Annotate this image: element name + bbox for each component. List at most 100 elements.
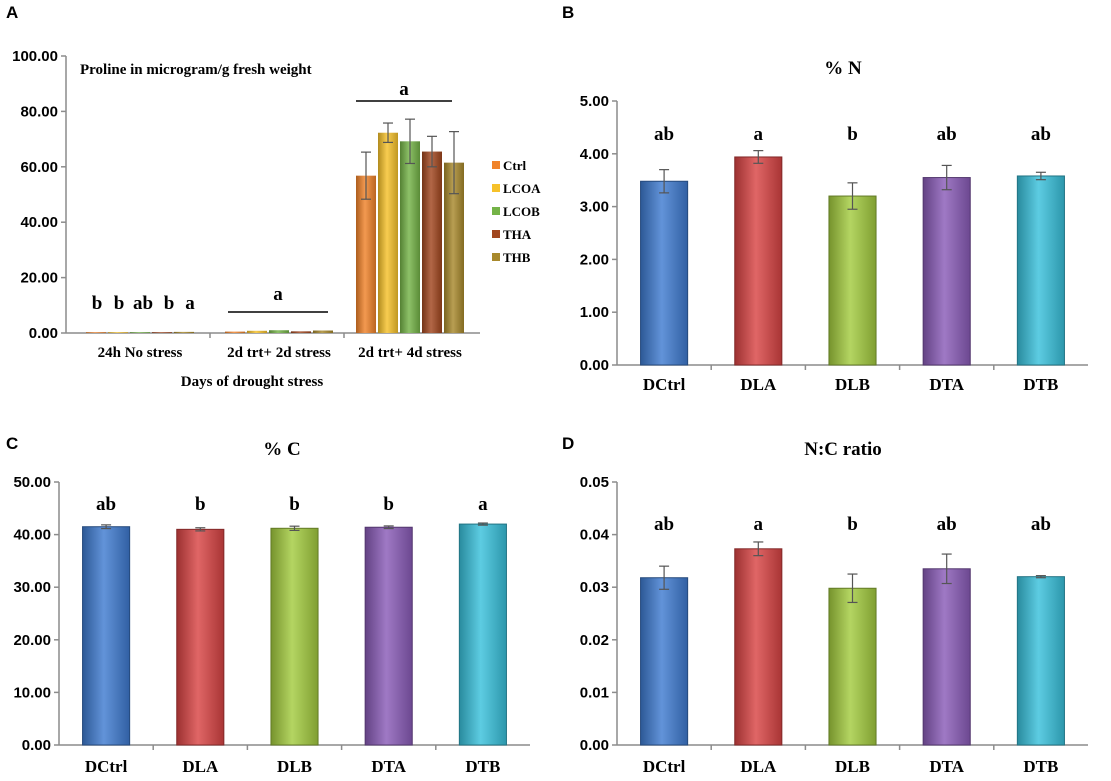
panel-b-significance-letter: ab bbox=[654, 124, 674, 145]
panel-b-bar-dla bbox=[734, 156, 783, 366]
panel-a-legend-label: LCOA bbox=[503, 181, 541, 196]
panel-d-x-label: DTB bbox=[1023, 757, 1058, 776]
panel-a-bar-lcoa-group-1 bbox=[108, 332, 128, 333]
panel-a-bar-ctrl-group-2 bbox=[225, 331, 245, 333]
panel-c-error-bar-dta bbox=[383, 525, 394, 530]
panel-d-significance-letter: a bbox=[754, 514, 764, 535]
panel-a-legend-swatch-lcob bbox=[492, 207, 500, 215]
panel-d-bar-dtb bbox=[1016, 576, 1065, 746]
panel-a-y-tick-label: 60.00 bbox=[20, 159, 58, 176]
panel-d-y-tick-label: 0.05 bbox=[580, 474, 609, 491]
panel-d-significance-letter: ab bbox=[1031, 514, 1051, 535]
panel-a-error-bar-thb bbox=[449, 131, 459, 195]
panel-a-group3-letter: a bbox=[399, 79, 409, 100]
panel-c-bar-dtb bbox=[458, 523, 507, 746]
panel-a-y-tick-label: 40.00 bbox=[20, 214, 58, 231]
panel-c-title: % C bbox=[263, 439, 300, 460]
panel-a-group2-letter: a bbox=[273, 284, 283, 305]
panel-a-bar-lcob-group-3 bbox=[400, 141, 420, 333]
panel-b-x-label: DCtrl bbox=[643, 375, 686, 394]
panel-d-bar-dta bbox=[922, 568, 971, 746]
panel-b-significance-letter: ab bbox=[1031, 124, 1051, 145]
panel-c-error-bar-dctrl bbox=[101, 524, 112, 530]
panel-a-proline-chart: Proline in microgram/g fresh weight Days… bbox=[12, 48, 541, 390]
panel-d-bar-dlb bbox=[828, 587, 877, 746]
panel-c-x-label: DTA bbox=[371, 757, 406, 776]
panel-a-bar-tha-group-2 bbox=[291, 331, 311, 333]
panel-c-x-label: DTB bbox=[465, 757, 500, 776]
panel-c-y-tick-label: 30.00 bbox=[13, 579, 51, 596]
panel-c-significance-letter: b bbox=[195, 494, 206, 515]
panel-b-y-tick-label: 0.00 bbox=[580, 357, 609, 374]
panel-d-error-bar-dta bbox=[941, 553, 952, 585]
panel-a-bar-thb-group-2 bbox=[313, 330, 333, 333]
panel-c-y-tick-label: 10.00 bbox=[13, 684, 51, 701]
panel-a-significance-letter: b bbox=[164, 293, 175, 314]
panel-c-bar-dta bbox=[364, 526, 413, 746]
panel-c-y-tick-label: 20.00 bbox=[13, 632, 51, 649]
panel-a-y-tick-label: 20.00 bbox=[20, 270, 58, 287]
panel-b-error-bar-dtb bbox=[1035, 171, 1046, 181]
panel-d-y-tick-label: 0.04 bbox=[580, 527, 610, 544]
panel-b-y-tick-label: 4.00 bbox=[580, 146, 609, 163]
panel-b-error-bar-dta bbox=[941, 164, 952, 191]
panel-b-y-tick-label: 2.00 bbox=[580, 251, 609, 268]
panel-a-error-bar-ctrl bbox=[361, 151, 371, 200]
panel-a-y-tick-label: 80.00 bbox=[20, 103, 58, 120]
panel-a-legend-label: LCOB bbox=[503, 204, 540, 219]
panel-c-carbon-chart: % C 0.0010.0020.0030.0040.0050.00DCtrlab… bbox=[13, 439, 530, 776]
panel-a-x-label: 24h No stress bbox=[98, 345, 183, 361]
panel-b-significance-letter: a bbox=[754, 124, 764, 145]
panel-a-bar-thb-group-3 bbox=[444, 162, 464, 333]
panel-d-y-tick-label: 0.00 bbox=[580, 737, 609, 754]
panel-a-title: Proline in microgram/g fresh weight bbox=[80, 62, 312, 78]
panel-b-error-bar-dla bbox=[753, 150, 764, 164]
panel-a-legend-label: THB bbox=[503, 250, 531, 265]
panel-d-error-bar-dctrl bbox=[659, 565, 670, 590]
panel-d-y-tick-label: 0.03 bbox=[580, 579, 609, 596]
panel-a-bar-lcoa-group-3 bbox=[378, 132, 398, 333]
panel-letter-d: D bbox=[562, 434, 574, 453]
panel-d-title: N:C ratio bbox=[804, 439, 882, 460]
panel-c-significance-letter: b bbox=[289, 494, 300, 515]
panel-c-x-label: DLA bbox=[182, 757, 219, 776]
panel-b-x-label: DTB bbox=[1023, 375, 1058, 394]
panel-d-y-tick-label: 0.02 bbox=[580, 632, 609, 649]
panel-b-bar-dta bbox=[922, 177, 971, 366]
panel-c-y-tick-label: 50.00 bbox=[13, 474, 51, 491]
panel-b-nitrogen-chart: % N 0.00 1.00 2.00 3.00 4.00 5.00 DCtrl ab DLA a D… bbox=[580, 58, 1088, 394]
panel-a-legend-swatch-lcoa bbox=[492, 184, 500, 192]
panel-b-error-bar-dlb bbox=[847, 182, 858, 210]
panel-c-error-bar-dla bbox=[195, 527, 206, 532]
panel-a-x-label: 2d trt+ 2d stress bbox=[227, 345, 331, 361]
panel-a-legend-swatch-ctrl bbox=[492, 161, 500, 169]
panel-letter-c: C bbox=[6, 434, 18, 453]
panel-letter-a: A bbox=[6, 3, 18, 22]
panel-a-legend-swatch-thb bbox=[492, 253, 500, 261]
panel-a-significance-letter: b bbox=[92, 293, 103, 314]
panel-d-significance-letter: ab bbox=[654, 514, 674, 535]
panel-c-y-tick-label: 40.00 bbox=[13, 527, 51, 544]
panel-letter-b: B bbox=[562, 3, 574, 22]
panel-b-significance-letter: ab bbox=[937, 124, 957, 145]
panel-b-x-label: DLA bbox=[740, 375, 777, 394]
panel-a-x-axis-title: Days of drought stress bbox=[181, 374, 324, 390]
panel-a-error-bar-lcob bbox=[405, 118, 415, 165]
panel-b-y-tick-label: 5.00 bbox=[580, 93, 609, 110]
panel-a-bar-ctrl-group-3 bbox=[356, 175, 376, 333]
panel-d-error-bar-dlb bbox=[847, 573, 858, 604]
panel-d-nc-ratio-chart: N:C ratio 0.00 0.01 0.02 0.03 0.04 0.05 DCtrl a… bbox=[580, 439, 1088, 776]
panel-a-bar-lcoa-group-2 bbox=[247, 330, 267, 333]
panel-c-significance-letter: ab bbox=[96, 494, 116, 515]
panel-d-significance-letter: b bbox=[847, 514, 858, 535]
panel-b-x-label: DTA bbox=[929, 375, 964, 394]
panel-a-legend-swatch-tha bbox=[492, 230, 500, 238]
panel-c-error-bar-dlb bbox=[289, 525, 300, 531]
panel-a-y-tick-label: 0.00 bbox=[29, 325, 58, 342]
panel-b-title: % N bbox=[824, 58, 862, 79]
panel-a-error-bar-lcoa bbox=[383, 122, 393, 144]
panel-a-y-tick-label: 100.00 bbox=[12, 48, 58, 65]
panel-a-bar-tha-group-3 bbox=[422, 151, 442, 333]
panel-c-bar-dctrl bbox=[82, 526, 131, 746]
